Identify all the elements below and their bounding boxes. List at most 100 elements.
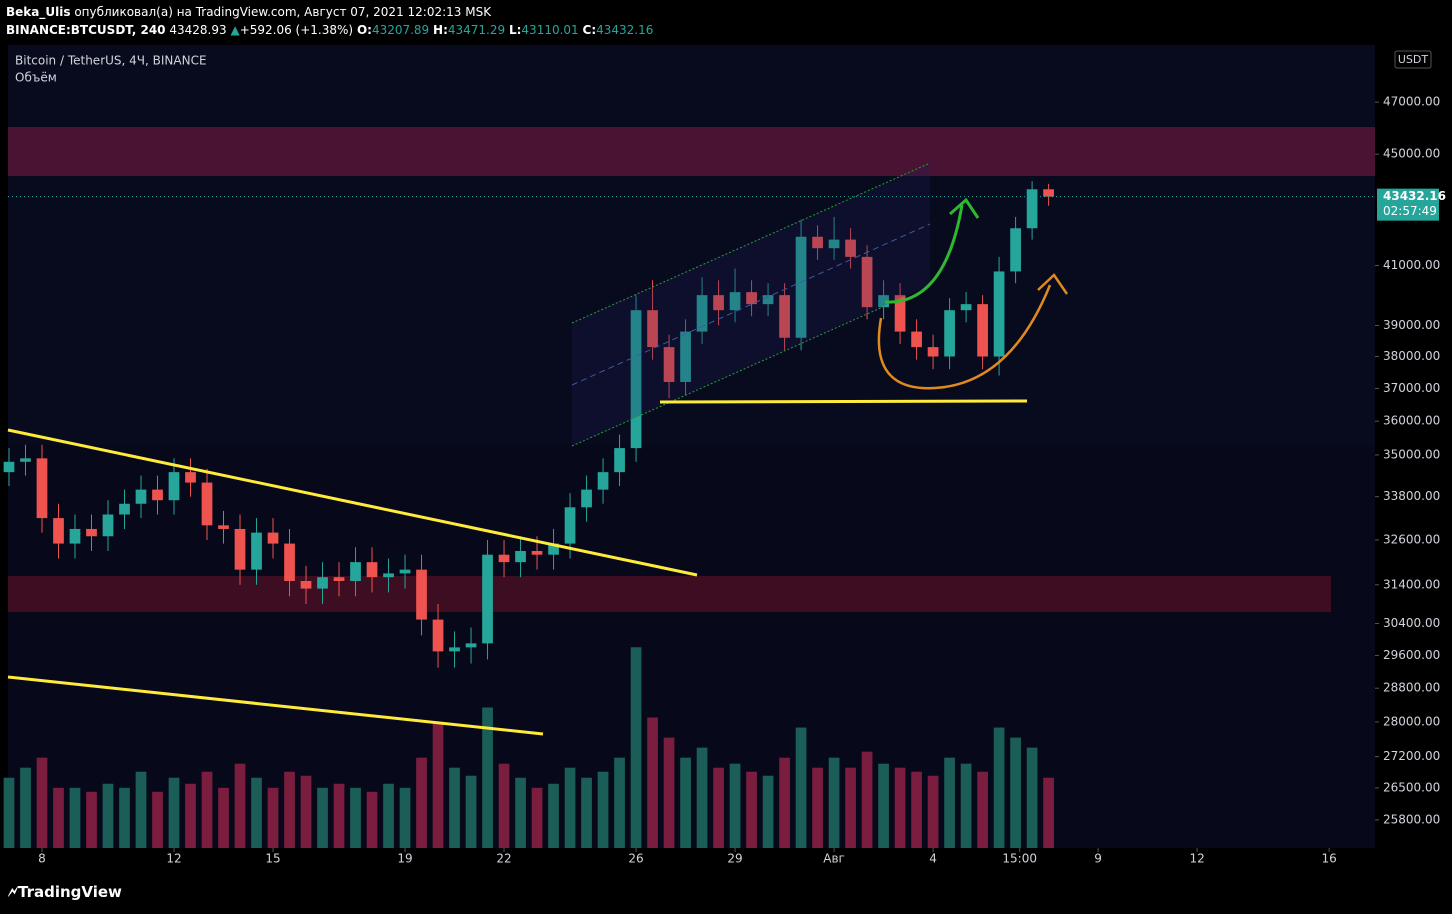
candle-body (713, 295, 724, 311)
candle-body (993, 271, 1005, 357)
y-axis-area (1375, 45, 1452, 848)
brand: TradingView (18, 883, 122, 901)
candle-body (696, 295, 708, 332)
volume-bar (960, 763, 972, 848)
candle-body (366, 562, 378, 578)
volume-bar (515, 777, 526, 848)
volume-bar (795, 727, 807, 848)
volume-bar (696, 747, 708, 848)
candle-body (498, 554, 510, 563)
plot-shade (8, 45, 1375, 445)
volume-bar (201, 771, 213, 848)
volume-bar (86, 791, 97, 848)
y-tick-label: 25800.00 (1383, 812, 1440, 826)
logo: 🗲TradingView (7, 883, 122, 901)
header-line-1: Beka_Ulis опубликовал(а) на TradingView.… (6, 5, 492, 20)
support-line (659, 399, 1028, 404)
volume-bar (1026, 747, 1038, 848)
volume-bar (828, 757, 840, 848)
drawings (7, 162, 1069, 736)
candle-body (185, 472, 196, 483)
volume-bar (482, 707, 493, 848)
volume-bar (548, 783, 559, 848)
candle-body (812, 236, 823, 249)
candle-body (1026, 189, 1038, 229)
volume-bar (465, 775, 477, 848)
volume-title: Объём (15, 71, 57, 85)
chart-title: Bitcoin / TetherUS, 4Ч, BINANCE (15, 54, 207, 68)
y-tick-label: 26500.00 (1383, 780, 1440, 794)
volume-bar (845, 767, 856, 848)
x-tick-label: 15:00 (1002, 852, 1037, 866)
change: +592.06 (+1.38%) (240, 23, 353, 37)
volume-bar (432, 723, 444, 848)
candle-body (482, 554, 493, 644)
orange-arrow (877, 284, 1052, 390)
y-tick-label: 28000.00 (1383, 714, 1440, 728)
volume-bar (911, 771, 922, 848)
volume-bar (168, 777, 180, 848)
candle-body (168, 472, 180, 501)
last-price-label: 43432.16 (1383, 189, 1446, 203)
candle-body (1043, 189, 1054, 197)
l-label: L: (509, 23, 521, 37)
x-tick-label: 8 (38, 852, 46, 866)
volume-bar (713, 767, 724, 848)
candle-body (630, 310, 642, 449)
x-tick-label: 9 (1094, 852, 1102, 866)
candle-body (333, 577, 345, 581)
volume-bar (267, 787, 279, 848)
volume-bar (333, 783, 345, 848)
volume-bar (366, 791, 378, 848)
volume-bar (1010, 737, 1021, 848)
candle-body (3, 461, 15, 473)
channel-top (571, 162, 931, 324)
volume-bar (218, 787, 229, 848)
candle-body (218, 525, 229, 529)
volume-bar (630, 647, 642, 848)
symbol: BINANCE:BTCUSDT, 240 (6, 23, 166, 37)
candle-body (531, 550, 543, 555)
candle-body (399, 569, 411, 574)
y-tick-label: 35000.00 (1383, 447, 1440, 461)
x-tick-label: 4 (929, 852, 937, 866)
candle-body (581, 489, 592, 508)
candle-body (465, 643, 477, 648)
candle-body (53, 518, 64, 544)
o: 43207.89 (372, 23, 429, 37)
volume-bar (3, 777, 15, 848)
volume-bar (234, 763, 246, 848)
l: 43110.01 (521, 23, 578, 37)
candle-body (911, 331, 922, 348)
candle-body (746, 292, 757, 305)
candle-body (828, 239, 840, 249)
y-tick-label: 31400.00 (1383, 577, 1440, 591)
candle-body (69, 528, 81, 544)
candle-body (284, 543, 295, 581)
y-tick-label: 47000.00 (1383, 95, 1440, 109)
candle-body (350, 562, 361, 581)
candle-body (977, 304, 988, 357)
volume-bar (449, 767, 460, 848)
volume-bar (1043, 777, 1054, 848)
h-label: H: (433, 23, 448, 37)
volume-bar (251, 777, 262, 848)
x-tick-label: 22 (496, 852, 511, 866)
last: 43428.93 (169, 23, 226, 37)
candle-body (267, 532, 279, 544)
y-tick-label: 29600.00 (1383, 648, 1440, 662)
h: 43471.29 (448, 23, 505, 37)
candle-body (878, 295, 889, 308)
published: опубликовал(а) на TradingView.com, Авгус… (74, 5, 492, 19)
volume-bar (944, 757, 955, 848)
volume-bar (531, 787, 543, 848)
countdown: 02:57:49 (1383, 204, 1437, 218)
volume-bar (20, 767, 31, 848)
volume-bar (102, 783, 114, 848)
candle-body (317, 577, 328, 589)
candle-body (416, 569, 427, 620)
volume-bar (284, 771, 295, 848)
volume-bar (861, 751, 873, 848)
green-arrowhead (949, 197, 980, 219)
volume-bar (779, 757, 790, 848)
